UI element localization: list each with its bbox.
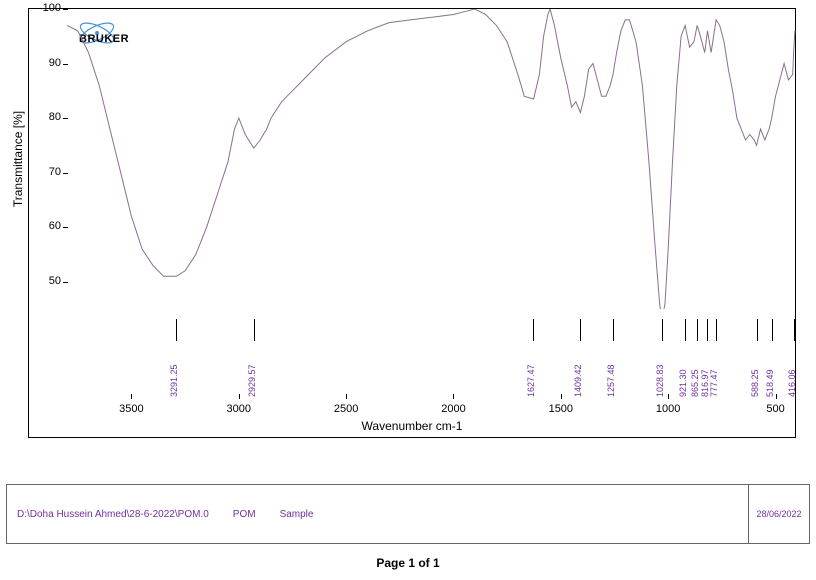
- spectrum-line: [67, 9, 797, 309]
- peak-label: 921.30: [678, 369, 688, 397]
- peak-marker: [685, 319, 686, 341]
- peak-label: 865.25: [690, 369, 700, 397]
- peak-marker: [707, 319, 708, 341]
- ytick-mark: [63, 64, 68, 65]
- x-axis-label: Wavenumber cm-1: [362, 419, 463, 433]
- peak-marker: [716, 319, 717, 341]
- xtick-mark: [453, 394, 454, 399]
- ytick-mark: [63, 118, 68, 119]
- info-left-cell: D:\Doha Hussein Ahmed\28-6-2022\POM.0 PO…: [7, 485, 749, 543]
- xtick-mark: [346, 394, 347, 399]
- xtick-label: 1000: [656, 403, 680, 415]
- info-right-cell: 28/06/2022: [749, 485, 809, 543]
- xtick-label: 3000: [227, 403, 251, 415]
- xtick-mark: [776, 394, 777, 399]
- sample-type-text: Sample: [280, 509, 314, 520]
- peak-label: 2929.57: [247, 364, 257, 397]
- xtick-label: 1500: [549, 403, 573, 415]
- xtick-label: 500: [766, 403, 784, 415]
- ytick-mark: [63, 227, 68, 228]
- date-text: 28/06/2022: [756, 509, 801, 519]
- xtick-label: 2000: [441, 403, 465, 415]
- peak-marker: [254, 319, 255, 341]
- xtick-label: 2500: [334, 403, 358, 415]
- peak-label: 1409.42: [573, 364, 583, 397]
- peak-label: 588.25: [750, 369, 760, 397]
- peak-marker: [613, 319, 614, 341]
- peak-label: 3291.25: [169, 364, 179, 397]
- xtick-label: 3500: [119, 403, 143, 415]
- peak-marker: [176, 319, 177, 341]
- peak-marker: [794, 319, 795, 341]
- peak-marker: [662, 319, 663, 341]
- peak-label: 1028.83: [655, 364, 665, 397]
- ytick-label: 100: [37, 2, 61, 14]
- peak-marker: [580, 319, 581, 341]
- filepath-text: D:\Doha Hussein Ahmed\28-6-2022\POM.0: [17, 509, 209, 520]
- ytick-label: 60: [37, 220, 61, 232]
- peak-label: 1257.48: [606, 364, 616, 397]
- chart-area: Transmittance [%] Wavenumber cm-1 BRUKER…: [28, 8, 796, 438]
- peak-marker: [533, 319, 534, 341]
- peak-marker: [757, 319, 758, 341]
- peak-label: 416.06: [787, 369, 797, 397]
- peak-label: 518.49: [765, 369, 775, 397]
- xtick-mark: [561, 394, 562, 399]
- ytick-label: 50: [37, 275, 61, 287]
- xtick-mark: [131, 394, 132, 399]
- peak-marker: [697, 319, 698, 341]
- peak-label: 1627.47: [526, 364, 536, 397]
- peak-label: 777.47: [709, 369, 719, 397]
- info-table: D:\Doha Hussein Ahmed\28-6-2022\POM.0 PO…: [6, 484, 810, 544]
- page-indicator: Page 1 of 1: [376, 556, 439, 570]
- sample-name-text: POM: [233, 509, 256, 520]
- ytick-label: 80: [37, 111, 61, 123]
- peak-marker: [772, 319, 773, 341]
- ytick-label: 90: [37, 57, 61, 69]
- ytick-mark: [63, 173, 68, 174]
- ytick-label: 70: [37, 166, 61, 178]
- ytick-mark: [63, 9, 68, 10]
- y-axis-label: Transmittance [%]: [11, 111, 25, 207]
- xtick-mark: [668, 394, 669, 399]
- xtick-mark: [239, 394, 240, 399]
- ytick-mark: [63, 282, 68, 283]
